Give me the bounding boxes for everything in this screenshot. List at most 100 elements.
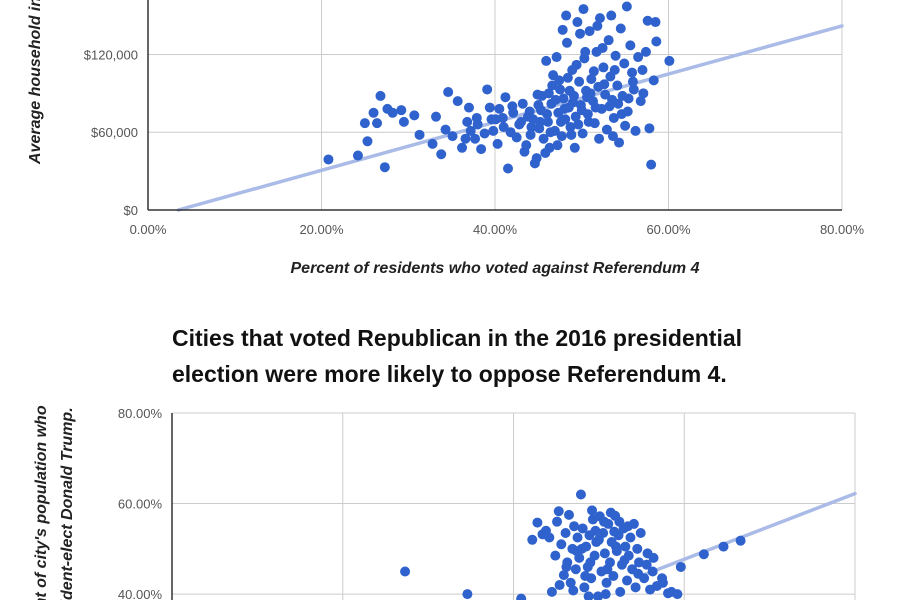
- data-point: [625, 532, 636, 543]
- trendline: [176, 24, 844, 212]
- data-point: [644, 123, 655, 134]
- data-point: [650, 17, 661, 28]
- data-point: [622, 521, 633, 532]
- data-point: [578, 4, 589, 15]
- data-point: [574, 76, 585, 87]
- y-axis-title-line-2: voted for President-elect Donald Trump.: [59, 407, 76, 600]
- data-point: [575, 28, 586, 39]
- data-point: [465, 125, 476, 136]
- data-point: [379, 162, 390, 173]
- data-point: [599, 79, 610, 90]
- data-point: [623, 93, 634, 104]
- data-point: [640, 46, 651, 57]
- gridlines: [147, 0, 843, 211]
- data-point: [630, 125, 641, 136]
- data-point: [552, 516, 563, 527]
- data-point: [486, 114, 497, 125]
- x-tick-labels: 0.00% 20.00% 40.00% 60.00% 80.00%: [130, 222, 865, 237]
- data-point: [613, 98, 624, 109]
- data-point: [375, 90, 386, 101]
- data-point: [606, 10, 617, 21]
- data-point: [544, 532, 555, 543]
- data-point: [630, 582, 641, 593]
- data-point: [558, 93, 569, 104]
- data-point: [593, 534, 604, 545]
- data-point: [535, 116, 546, 127]
- data-point: [594, 133, 605, 144]
- data-point: [615, 586, 626, 597]
- data-point: [564, 85, 575, 96]
- data-point: [479, 128, 490, 139]
- data-point: [609, 65, 620, 75]
- data-point: [463, 102, 474, 113]
- data-point: [625, 40, 636, 51]
- data-point: [646, 159, 657, 170]
- data-point: [572, 17, 583, 28]
- data-point: [633, 52, 644, 63]
- data-point: [511, 132, 522, 143]
- data-point: [560, 527, 571, 538]
- data-point: [565, 577, 576, 588]
- data-point: [579, 582, 590, 593]
- data-point: [621, 1, 632, 12]
- trump-vote-chart: Cities that voted Republican in the 2016…: [33, 325, 857, 600]
- data-point: [587, 505, 598, 516]
- data-point: [476, 144, 487, 155]
- data-point: [580, 571, 591, 582]
- data-point: [607, 131, 618, 142]
- data-point: [552, 140, 563, 151]
- data-point: [609, 526, 620, 537]
- data-point: [568, 97, 579, 108]
- data-point: [462, 116, 473, 127]
- data-point: [598, 516, 609, 527]
- data-point: [597, 42, 608, 53]
- data-point: [460, 133, 471, 144]
- data-point: [616, 109, 627, 120]
- data-point: [452, 96, 463, 107]
- data-point: [547, 80, 558, 91]
- data-point: [470, 133, 481, 144]
- data-point: [368, 107, 379, 118]
- data-point: [610, 541, 621, 552]
- data-point: [627, 76, 638, 87]
- data-point: [605, 507, 616, 518]
- data-point: [641, 559, 652, 570]
- data-point: [614, 137, 625, 148]
- data-point: [553, 506, 564, 517]
- data-point: [541, 55, 552, 66]
- data-point: [634, 557, 645, 568]
- data-point: [447, 131, 458, 142]
- y-axis-title: Average household income: [27, 0, 44, 165]
- data-point: [583, 591, 594, 600]
- data-point: [414, 129, 425, 140]
- data-point: [570, 111, 581, 122]
- data-point: [569, 521, 580, 532]
- data-point: [484, 102, 495, 113]
- data-point: [556, 539, 567, 550]
- y-tick-label: $60,000: [91, 125, 138, 140]
- y-tick-labels: 40.00% 60.00% 80.00%: [118, 406, 163, 600]
- data-point: [462, 589, 473, 600]
- data-point: [516, 593, 527, 600]
- data-point: [638, 88, 649, 99]
- x-tick-label: 80.00%: [820, 222, 865, 237]
- data-point: [352, 150, 363, 161]
- data-point: [431, 111, 442, 122]
- data-point: [568, 585, 579, 596]
- x-axis-title: Percent of residents who voted against R…: [291, 260, 700, 277]
- data-point: [457, 142, 468, 153]
- data-point: [427, 138, 438, 149]
- data-points: [323, 1, 675, 174]
- data-point: [604, 101, 615, 112]
- chart-title-line-1: Cities that voted Republican in the 2016…: [172, 325, 742, 351]
- data-point: [517, 98, 528, 109]
- data-point: [443, 87, 454, 98]
- data-point: [569, 142, 580, 153]
- data-point: [583, 116, 594, 127]
- data-point: [601, 577, 612, 588]
- data-point: [648, 552, 659, 563]
- data-point: [555, 116, 566, 127]
- data-point: [577, 523, 588, 534]
- data-point: [554, 75, 565, 86]
